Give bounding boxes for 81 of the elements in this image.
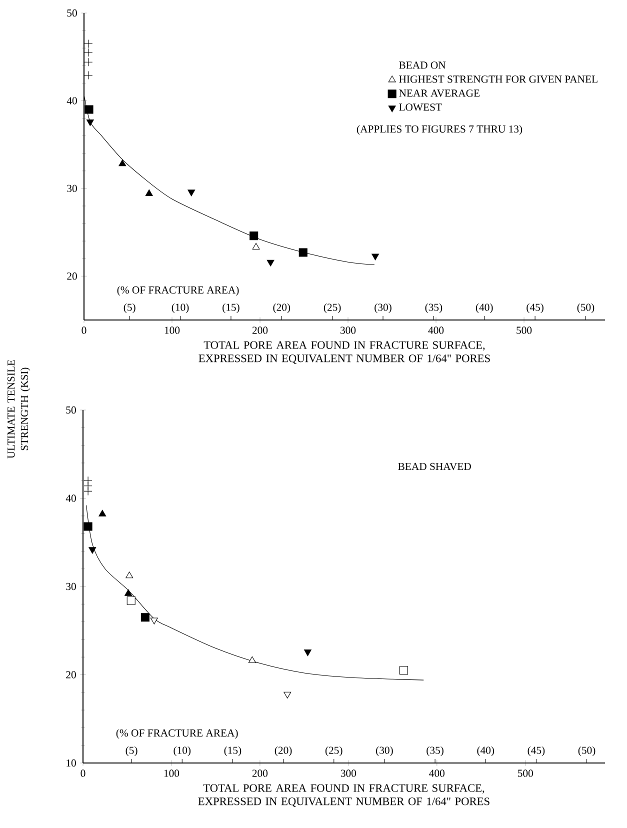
x-tick-label: 300 (340, 770, 356, 777)
x2-tick-label: (35) (426, 746, 444, 756)
x2-tick-label: (5) (124, 303, 136, 314)
x2-tick-label: (5) (126, 746, 138, 756)
point (84, 486, 92, 496)
point (298, 248, 308, 257)
point (98, 510, 106, 516)
y-tick-label: 50 (67, 9, 77, 17)
x-tick-label: 500 (516, 326, 532, 334)
x2-tick-label: (45) (526, 303, 544, 314)
point (372, 254, 380, 260)
x2-tick-label: (30) (376, 746, 393, 756)
y-tick-label: 20 (67, 272, 77, 280)
x2-tick-label: (50) (577, 303, 594, 314)
y-tick-label: 30 (67, 184, 77, 192)
point (126, 572, 134, 578)
x2-tick-label: (15) (222, 303, 240, 314)
y-tick-label: 10 (66, 759, 76, 767)
x-tick-label: 400 (428, 326, 444, 334)
x2-tick-label: (35) (425, 303, 442, 314)
line-series (86, 505, 424, 680)
x-tick-label: 0 (82, 326, 86, 334)
point (140, 613, 150, 622)
point (126, 596, 136, 605)
legend-label: NEAR AVERAGE (399, 90, 480, 97)
x-tick-label: 500 (518, 770, 533, 777)
legend-title: BEAD ON (399, 62, 446, 69)
y-tick-label: 30 (66, 582, 76, 590)
point (248, 656, 256, 663)
point (84, 476, 92, 485)
annotation: BEAD SHAVED (398, 462, 471, 470)
x2-tick-label: (25) (324, 303, 341, 314)
x-axis-title: TOTAL PORE AREA FOUND IN FRACTURE SURFACE, EXPRESSED IN EQUIVALENT NUMBER OF 1/64" PORES (198, 784, 490, 807)
x2-tick-label: (45) (528, 746, 545, 756)
x-tick-label: 200 (252, 326, 268, 334)
x2-axis-title: (% OF FRACTURE AREA) (117, 286, 239, 296)
x-tick-label: 200 (252, 770, 268, 777)
x-tick-label: 100 (164, 326, 180, 334)
point (86, 120, 94, 126)
point (84, 48, 93, 57)
x-tick-label: 400 (429, 770, 444, 777)
point (250, 232, 258, 240)
x2-tick-label: (20) (274, 746, 292, 756)
point (84, 522, 92, 531)
x2-tick-label: (40) (477, 746, 494, 756)
point (304, 650, 312, 656)
point (84, 58, 93, 66)
point (266, 260, 274, 266)
x2-tick-label: (50) (578, 746, 596, 756)
x-tick-label: 0 (80, 770, 86, 777)
x2-tick-label: (15) (224, 746, 242, 756)
point (399, 666, 408, 675)
legend-label: LOWEST (399, 104, 442, 111)
x-axis-title: TOTAL PORE AREA FOUND IN FRACTURE SURFACE, EXPRESSED IN EQUIVALENT NUMBER OF 1/64" PORES (198, 341, 490, 364)
point (145, 189, 153, 196)
y-axis-title: ULTIMATE TENSILE STRENGTH (KSI) (8, 360, 30, 458)
point (284, 692, 292, 698)
x2-tick-label: (10) (174, 746, 191, 756)
y-tick-label: 40 (66, 97, 77, 104)
x2-tick-label: (40) (476, 303, 493, 314)
x2-tick-label: (10) (172, 303, 189, 314)
point (150, 618, 158, 624)
x2-tick-label: (20) (273, 303, 290, 314)
y-tick-label: 50 (66, 406, 76, 414)
point (84, 39, 93, 48)
x2-axis-title: (% OF FRACTURE AREA) (116, 729, 238, 739)
legend-label: HIGHEST STRENGTH FOR GIVEN PANEL (399, 76, 598, 83)
point (188, 190, 196, 196)
point (252, 242, 260, 250)
point (124, 589, 132, 596)
annotation: (APPLIES TO FIGURES 7 THRU 13) (356, 125, 522, 135)
point (84, 105, 94, 114)
point (84, 71, 93, 80)
point (118, 160, 126, 166)
x2-tick-label: (30) (374, 303, 392, 314)
x-tick-label: 300 (340, 326, 356, 334)
point (88, 547, 96, 554)
x-tick-label: 100 (164, 770, 180, 777)
y-tick-label: 20 (66, 671, 76, 678)
y-tick-label: 40 (66, 494, 76, 502)
x2-tick-label: (25) (325, 746, 342, 756)
